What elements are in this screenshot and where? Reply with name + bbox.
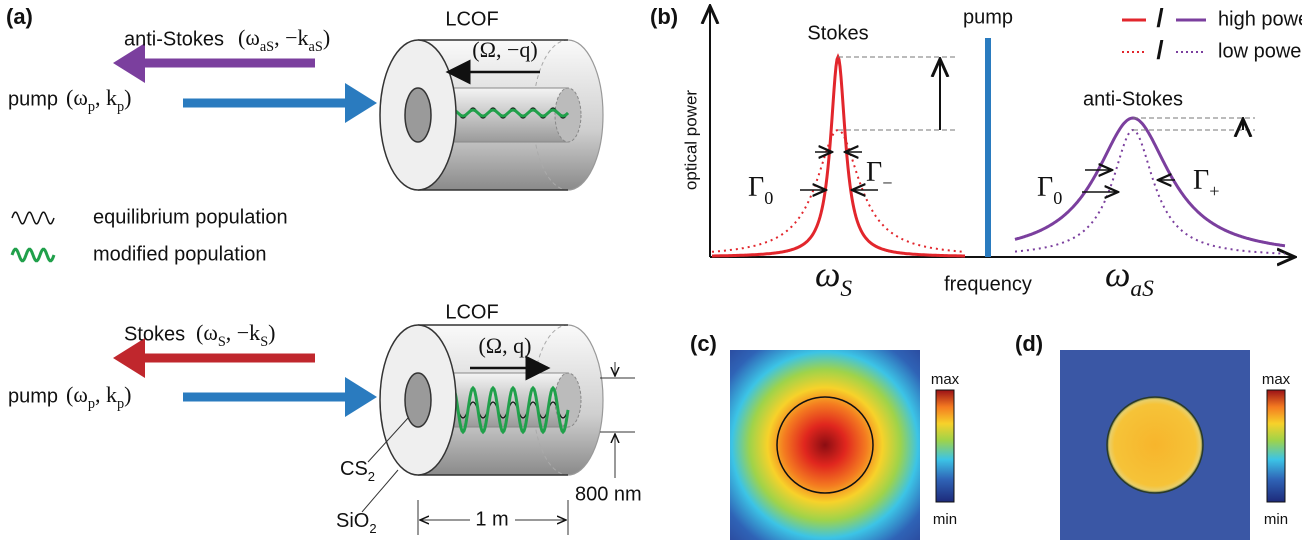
pump-math: (ωp, kp) <box>66 382 131 412</box>
frequency-label: ωaS <box>1105 254 1154 302</box>
subscript: aS <box>309 39 323 55</box>
math-text: (ω <box>66 382 88 407</box>
math-text: (ω <box>238 25 260 50</box>
math-text: ) <box>124 382 131 407</box>
subscript: 0 <box>1053 188 1062 208</box>
math-text: CS <box>340 458 368 480</box>
x-axis-title: frequency <box>944 273 1032 295</box>
subscript: 2 <box>369 521 376 536</box>
pump-math: (ωp, kp) <box>66 85 131 115</box>
peak-label: anti-Stokes <box>1083 88 1183 110</box>
wave <box>12 212 54 224</box>
frequency-label: ωS <box>815 254 852 302</box>
fiber-label: LCOF <box>445 301 498 323</box>
panel-label: (a) <box>6 4 33 29</box>
panel-label: (c) <box>690 331 717 356</box>
subscript: + <box>1209 181 1219 201</box>
subscript: p <box>117 99 124 115</box>
legend-label: high power <box>1218 8 1302 30</box>
fiber-label: LCOF <box>445 8 498 30</box>
math-text: Γ <box>1193 165 1209 196</box>
y-axis-title: optical power <box>681 90 700 191</box>
math-text: , −k <box>226 320 260 345</box>
colorbar-max: max <box>1262 371 1291 388</box>
subscript: p <box>88 396 95 412</box>
legend-slash: / <box>1156 3 1163 33</box>
math-text: Γ <box>748 172 764 203</box>
cladding-label: SiO2 <box>336 510 377 536</box>
diameter-label: 800 nm <box>575 483 642 505</box>
legend-label: modified population <box>93 243 266 265</box>
math-text: ) <box>124 85 131 110</box>
legend-slash: / <box>1156 35 1163 65</box>
colorbar-min: min <box>933 511 957 528</box>
math-text: SiO <box>336 510 369 532</box>
panel-label: (d) <box>1015 331 1043 356</box>
legend-label: equilibrium population <box>93 206 288 228</box>
mode-core <box>1107 397 1203 493</box>
subscript: 2 <box>368 469 375 484</box>
math-text: ω <box>815 254 840 294</box>
figure: (a) anti-Stokes (ωaS, −kaS) pump (ωp, kp… <box>0 0 1302 540</box>
math-text: , −k <box>274 25 308 50</box>
math-text: , k <box>95 85 117 110</box>
subscript: p <box>88 99 95 115</box>
math-text: (ω <box>196 320 218 345</box>
spectrum-line <box>1015 118 1285 246</box>
linewidth-label: Γ− <box>866 157 892 193</box>
subscript: S <box>218 334 226 350</box>
pump-name: pump <box>8 385 58 407</box>
subscript: aS <box>1130 276 1154 302</box>
pump-name: pump <box>8 88 58 110</box>
mode-map <box>730 350 920 540</box>
subscript: S <box>260 334 268 350</box>
subscript: − <box>882 173 892 193</box>
subscript: S <box>840 276 852 302</box>
colorbar-min: min <box>1264 511 1288 528</box>
math-text: Γ <box>866 157 882 188</box>
beam-arrow-head <box>345 83 377 123</box>
math-text: (ω <box>66 85 88 110</box>
subscript: p <box>117 396 124 412</box>
linewidth-label: Γ+ <box>1193 165 1219 201</box>
colorbar-max: max <box>931 371 960 388</box>
probe-name: Stokes <box>124 323 185 345</box>
length-label: 1 m <box>475 508 508 530</box>
wave <box>12 249 54 261</box>
linewidth-label: Γ0 <box>1037 172 1062 208</box>
math-text: , k <box>95 382 117 407</box>
math-text: ) <box>323 25 330 50</box>
colorbar <box>1267 390 1285 502</box>
math-text: ) <box>268 320 275 345</box>
phonon-label: (Ω, q) <box>478 333 531 358</box>
core-label: CS2 <box>340 458 375 484</box>
subscript: 0 <box>764 188 773 208</box>
core-face <box>405 88 431 142</box>
subscript: aS <box>260 39 274 55</box>
math-text: Γ <box>1037 172 1053 203</box>
core-face <box>405 373 431 427</box>
colorbar <box>936 390 954 502</box>
probe-math: (ωS, −kS) <box>196 320 275 350</box>
phonon-label: (Ω, −q) <box>472 37 537 62</box>
math-text: ω <box>1105 254 1130 294</box>
panel-label: (b) <box>650 4 678 29</box>
beam-arrow-head <box>345 377 377 417</box>
linewidth-label: Γ0 <box>748 172 773 208</box>
legend-label: low power <box>1218 40 1302 62</box>
peak-label: pump <box>963 6 1013 28</box>
spectrum-line <box>712 57 965 256</box>
probe-name: anti-Stokes <box>124 28 224 50</box>
peak-label: Stokes <box>807 22 868 44</box>
probe-math: (ωaS, −kaS) <box>238 25 330 55</box>
